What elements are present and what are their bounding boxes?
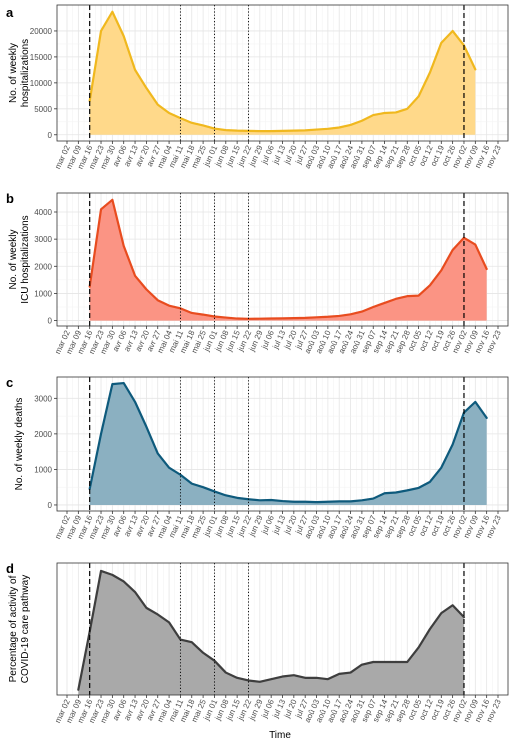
y-tick-label: 2000 bbox=[34, 430, 52, 439]
y-tick-label: 3000 bbox=[34, 394, 52, 403]
y-tick-label: 1000 bbox=[34, 465, 52, 474]
panel-letter: c bbox=[6, 375, 13, 390]
panel-letter: d bbox=[6, 561, 14, 576]
y-tick-label: 2000 bbox=[34, 262, 52, 271]
series-line bbox=[77, 569, 466, 691]
y-tick-label: 15000 bbox=[30, 53, 53, 62]
y-axis-title: No. of weekly bbox=[8, 229, 19, 289]
y-axis-title: COVID-19 care pathway bbox=[20, 575, 31, 683]
y-axis-title: No. of weekly deaths bbox=[14, 398, 25, 491]
y-axis-title: Percentage of activity of bbox=[8, 575, 19, 682]
y-axis-title: No. of weekly bbox=[8, 43, 19, 103]
y-tick-label: 5000 bbox=[34, 105, 52, 114]
y-tick-label: 20000 bbox=[30, 27, 53, 36]
y-tick-label: 1000 bbox=[34, 289, 52, 298]
y-tick-label: 4000 bbox=[34, 208, 52, 217]
y-tick-label: 0 bbox=[48, 131, 53, 140]
series-line bbox=[88, 198, 488, 320]
y-axis-title: ICU hospitalizations bbox=[20, 215, 31, 303]
series-area bbox=[89, 199, 487, 321]
y-tick-label: 0 bbox=[48, 317, 53, 326]
y-tick-label: 10000 bbox=[30, 79, 53, 88]
series-area bbox=[89, 11, 476, 135]
series-line bbox=[88, 10, 477, 133]
panel-letter: a bbox=[6, 5, 14, 20]
x-axis-title: Time bbox=[269, 730, 291, 741]
panel-letter: b bbox=[6, 191, 14, 206]
y-tick-label: 0 bbox=[48, 501, 53, 510]
series-area bbox=[89, 383, 487, 505]
y-axis-title: hospitalizations bbox=[20, 39, 31, 107]
series-line bbox=[88, 381, 488, 504]
y-tick-label: 3000 bbox=[34, 235, 52, 244]
